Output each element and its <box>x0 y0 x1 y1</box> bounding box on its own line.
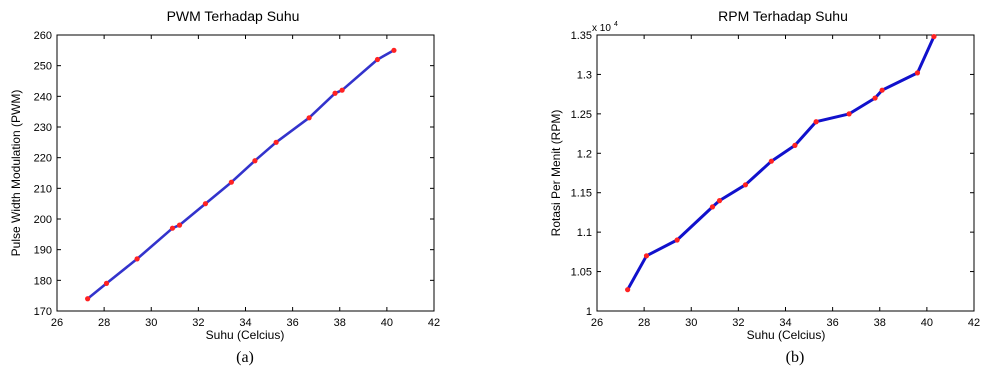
x-tick-label: 32 <box>192 317 204 329</box>
data-point <box>846 111 852 117</box>
caption-b: (b) <box>785 349 805 366</box>
data-point <box>768 158 774 164</box>
chart-title: RPM Terhadap Suhu <box>718 8 848 24</box>
y-axis-label: Rotasi Per Menit (RPM) <box>549 110 563 237</box>
x-tick-label: 28 <box>98 317 110 329</box>
data-point <box>914 70 921 76</box>
data-point <box>252 158 258 164</box>
y-tick-label: 1.3 <box>577 69 592 81</box>
plot-area <box>56 34 435 312</box>
y-tick-label: 240 <box>34 91 52 103</box>
y-tick-label: 1.1 <box>577 227 592 239</box>
data-point <box>879 87 885 93</box>
plot-area <box>596 34 975 312</box>
data-point <box>391 47 397 53</box>
chart-pwm-vs-temperature: PWM Terhadap Suhu 1701801902002102202302… <box>9 8 440 342</box>
x-tick-label: 38 <box>874 317 886 329</box>
y-tick-label: 1.25 <box>571 109 592 121</box>
x-axis-label: Suhu (Celcius) <box>206 328 285 342</box>
y-axis-exponent-power: 4 <box>614 21 618 28</box>
data-point <box>169 225 176 231</box>
data-point <box>931 33 937 40</box>
data-point <box>709 204 716 210</box>
data-point <box>674 237 680 243</box>
x-tick-label: 30 <box>145 317 157 329</box>
x-tick-label: 34 <box>239 317 251 329</box>
data-point <box>716 198 723 204</box>
series-group <box>85 47 397 302</box>
x-tick-label: 30 <box>685 317 697 329</box>
x-axis-label: Suhu (Celcius) <box>747 328 826 342</box>
series-group <box>625 33 937 293</box>
data-point <box>339 87 345 93</box>
caption-a: (a) <box>236 349 254 366</box>
x-tick-label: 26 <box>51 317 63 329</box>
y-tick-label: 210 <box>34 183 52 195</box>
y-tick-label: 170 <box>34 306 52 318</box>
x-tick-label: 26 <box>591 317 603 329</box>
x-tick-label: 36 <box>827 317 839 329</box>
y-tick-label: 180 <box>34 275 52 287</box>
data-point <box>813 119 819 125</box>
x-tick-label: 42 <box>428 317 440 329</box>
data-point <box>306 115 312 121</box>
y-tick-label: 1.2 <box>577 148 592 160</box>
chart-rpm-vs-temperature: RPM Terhadap Suhu x 10 4 1 1.05 1.1 1.15 1.2… <box>549 8 980 342</box>
data-point <box>643 253 650 259</box>
x-tick-label: 42 <box>968 317 980 329</box>
data-point <box>103 280 110 286</box>
y-tick-label: 1.15 <box>571 188 592 200</box>
data-point <box>374 56 381 63</box>
y-tick-label: 250 <box>34 61 52 73</box>
data-point <box>85 296 91 302</box>
chart-title: PWM Terhadap Suhu <box>167 8 300 24</box>
x-axis-ticks: 26 28 30 32 34 36 38 40 42 <box>51 35 440 329</box>
y-tick-label: 1.05 <box>571 267 592 279</box>
data-point <box>332 90 338 96</box>
y-tick-label: 220 <box>34 153 52 165</box>
x-tick-label: 38 <box>334 317 346 329</box>
x-tick-label: 36 <box>287 317 299 329</box>
y-axis-exponent-base: x 10 <box>592 23 611 34</box>
x-axis-ticks: 26 28 30 32 34 36 38 40 42 <box>591 35 980 329</box>
y-axis-ticks: 1 1.05 1.1 1.15 1.2 1.25 1.3 1.35 <box>571 30 974 318</box>
y-tick-label: 200 <box>34 214 52 226</box>
data-point <box>202 201 209 207</box>
y-axis-label: Pulse Width Modulation (PWM) <box>9 90 23 257</box>
data-point <box>176 222 183 228</box>
x-tick-label: 34 <box>779 317 791 329</box>
data-point <box>872 95 878 101</box>
x-tick-label: 28 <box>638 317 650 329</box>
y-axis-ticks: 170 180 190 200 210 220 230 240 250 260 <box>34 30 434 318</box>
data-point <box>625 287 631 293</box>
y-tick-label: 1 <box>586 306 592 318</box>
y-tick-label: 260 <box>34 30 52 42</box>
data-point <box>742 182 749 188</box>
data-point <box>792 142 798 148</box>
x-tick-label: 40 <box>921 317 933 329</box>
data-point <box>273 139 279 145</box>
y-tick-label: 1.35 <box>571 30 592 42</box>
x-tick-label: 40 <box>381 317 393 329</box>
data-point <box>228 179 234 185</box>
x-tick-label: 32 <box>732 317 744 329</box>
y-tick-label: 190 <box>34 245 52 257</box>
data-point <box>134 256 140 262</box>
y-tick-label: 230 <box>34 122 52 134</box>
